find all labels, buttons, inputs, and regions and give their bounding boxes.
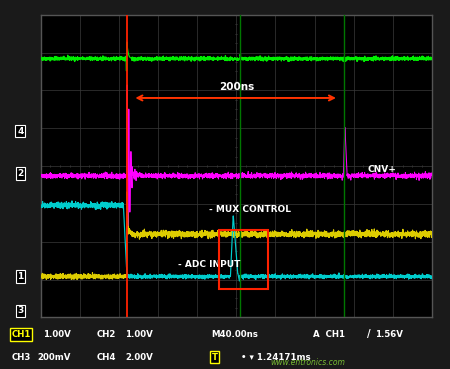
- Text: - MUX CONTROL: - MUX CONTROL: [209, 206, 291, 214]
- Text: CH2: CH2: [97, 330, 116, 339]
- Text: A  CH1: A CH1: [313, 330, 345, 339]
- Text: www.entronics.com: www.entronics.com: [270, 358, 345, 367]
- Text: CH4: CH4: [97, 352, 116, 362]
- Text: 200ns: 200ns: [219, 82, 254, 92]
- Text: • ▾ 1.24171ms: • ▾ 1.24171ms: [241, 352, 310, 362]
- Text: 1.56V: 1.56V: [375, 330, 403, 339]
- Text: 1: 1: [17, 272, 23, 281]
- Text: CNV+: CNV+: [368, 165, 397, 174]
- Text: 3: 3: [17, 306, 23, 315]
- Text: 4: 4: [17, 127, 23, 136]
- Text: 1.00V: 1.00V: [125, 330, 153, 339]
- Text: CH3: CH3: [11, 352, 31, 362]
- Text: 1.00V: 1.00V: [43, 330, 71, 339]
- Text: M40.00ns: M40.00ns: [212, 330, 258, 339]
- Text: CH1: CH1: [11, 330, 31, 339]
- Text: 2.00V: 2.00V: [125, 352, 153, 362]
- Text: 200mV: 200mV: [37, 352, 70, 362]
- Text: - ADC INPUT: - ADC INPUT: [178, 260, 240, 269]
- Text: /: /: [367, 328, 370, 338]
- Bar: [219, 230, 268, 289]
- Text: T: T: [212, 352, 217, 362]
- Text: 2: 2: [17, 169, 23, 178]
